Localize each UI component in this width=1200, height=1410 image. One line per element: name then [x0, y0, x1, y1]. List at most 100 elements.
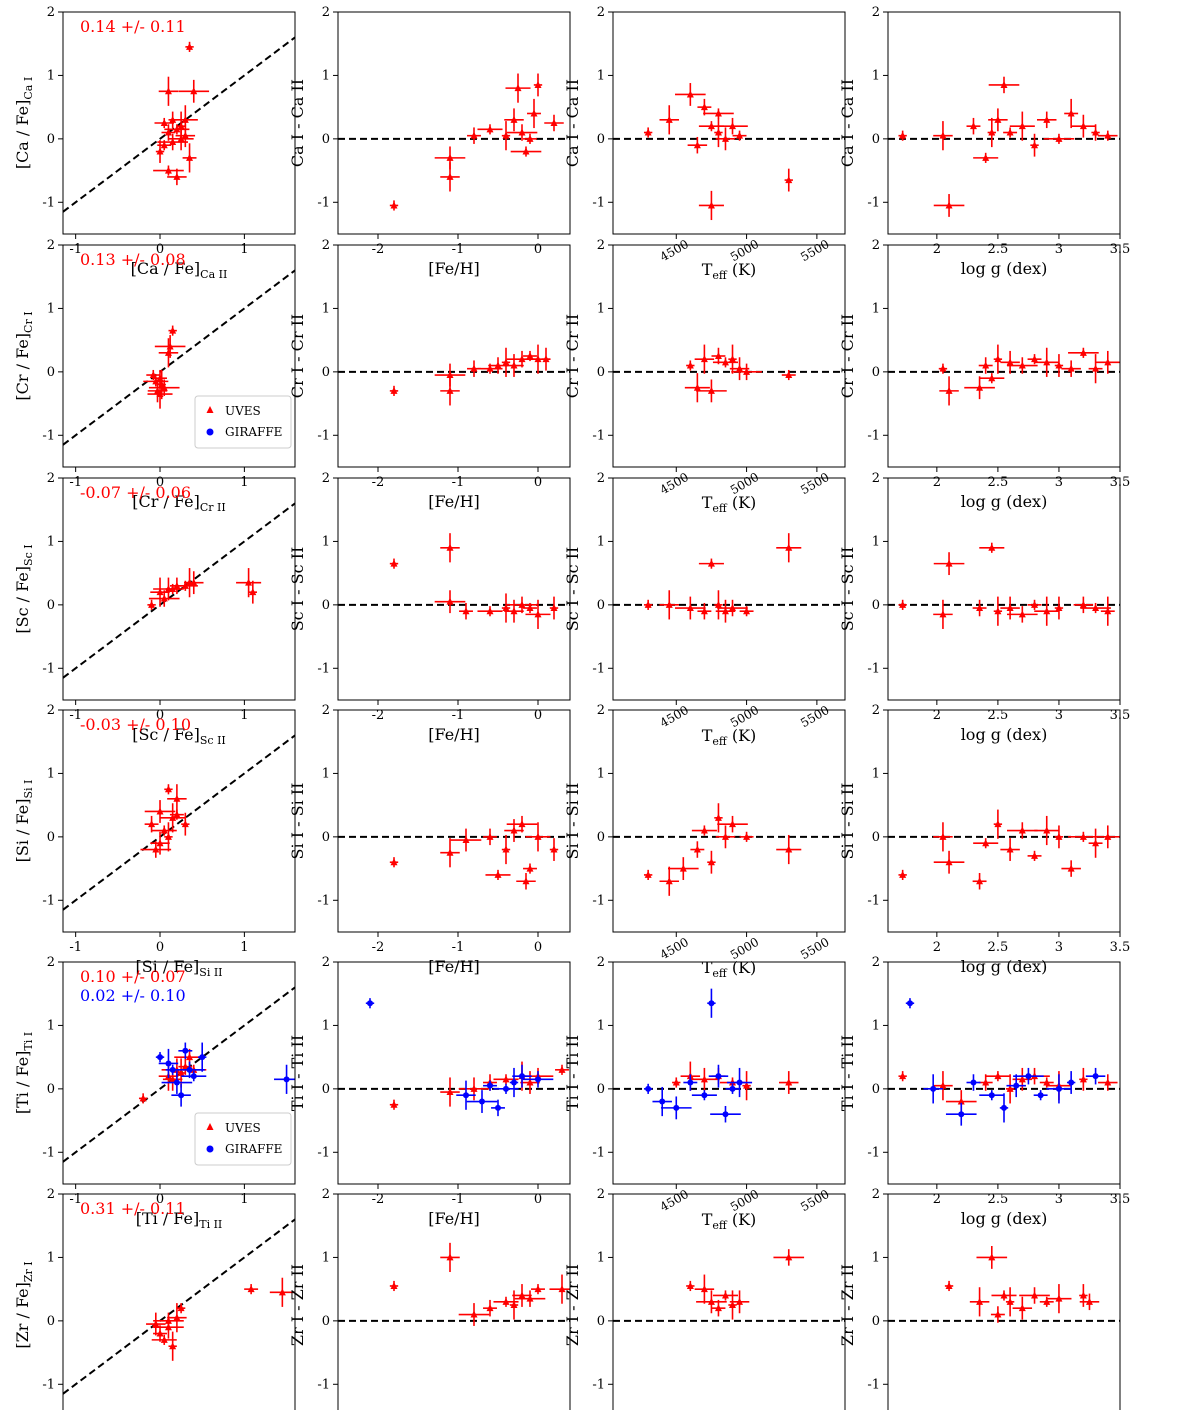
y-tick-label: 1 — [872, 1018, 880, 1033]
y-tick-label: 1 — [47, 301, 55, 316]
data-point — [982, 153, 990, 161]
data-point — [957, 1097, 965, 1105]
legend-giraffe-marker — [206, 428, 214, 436]
y-tick-label: 1 — [597, 534, 605, 549]
data-point — [510, 1301, 518, 1308]
data-point — [190, 1073, 197, 1080]
data-point — [139, 1094, 147, 1102]
data-point — [1104, 131, 1112, 139]
plot-area — [63, 1218, 295, 1395]
y-tick-label: 1 — [47, 766, 55, 781]
data-point — [976, 383, 984, 391]
x-axis-label-text: [Ti / Fe] — [136, 1209, 200, 1228]
data-point — [994, 820, 1002, 828]
y-axis-label: Ca I - Ca II — [563, 79, 582, 167]
offset-annotation: 0.02 +/- 0.10 — [80, 986, 186, 1005]
y-tick-label: 0 — [597, 598, 605, 613]
data-point — [721, 134, 729, 142]
y-tick-label: 1 — [872, 68, 880, 83]
data-point — [558, 1285, 566, 1293]
data-point — [729, 820, 737, 828]
data-point — [982, 1078, 990, 1086]
y-tick-label: 2 — [322, 955, 330, 970]
data-point — [245, 578, 253, 586]
data-point — [173, 810, 181, 818]
one-to-one-line — [63, 269, 295, 446]
data-point — [514, 84, 522, 92]
data-point — [1079, 600, 1087, 608]
y-tick-label: 0 — [597, 830, 605, 845]
data-point — [1043, 358, 1051, 366]
data-point — [160, 119, 168, 126]
data-point — [518, 820, 526, 828]
x-tick-label: 0 — [534, 940, 542, 955]
axes-frame — [887, 1193, 1121, 1410]
data-point — [510, 115, 518, 123]
data-point — [707, 858, 715, 866]
data-point — [534, 610, 542, 618]
teff-unit: (K) — [727, 493, 757, 512]
data-point — [714, 813, 722, 821]
x-axis-label: Teff (K) — [702, 493, 757, 515]
data-point — [182, 1047, 189, 1054]
data-point — [446, 848, 454, 856]
y-axis-label: [Ti / Fe]Ti I — [13, 1032, 35, 1114]
x-axis-label: [Ti / Fe]Ti II — [136, 1209, 223, 1231]
y-axis-label: Si I - Si II — [563, 783, 582, 860]
y-tick-label: -1 — [317, 661, 330, 676]
data-point — [479, 1098, 485, 1105]
data-point — [693, 845, 701, 853]
y-axis-label-text: [Zr / Fe] — [13, 1282, 32, 1349]
data-point — [1055, 1085, 1062, 1092]
y-axis-label: Zr I - Zr II — [288, 1264, 307, 1346]
data-point — [390, 386, 398, 394]
teff-symbol: T — [702, 493, 713, 512]
teff-symbol: T — [702, 260, 713, 279]
data-point — [1031, 355, 1039, 363]
plot-area — [613, 988, 845, 1123]
data-point — [181, 1062, 189, 1070]
data-point — [945, 386, 953, 394]
y-tick-label: 1 — [597, 68, 605, 83]
legend-uves-marker — [206, 1123, 214, 1130]
data-point — [152, 1320, 160, 1328]
data-point — [1018, 361, 1026, 369]
y-tick-label: -1 — [867, 1377, 880, 1392]
x-axis-label-subscript: Cr II — [200, 501, 226, 514]
data-point — [534, 80, 542, 88]
y-tick-label: 0 — [322, 598, 330, 613]
axes-frame — [337, 11, 571, 235]
data-point — [1043, 826, 1051, 834]
x-axis-label: [Sc / Fe]Sc II — [132, 725, 226, 747]
x-tick-label: -1 — [452, 1192, 465, 1207]
data-point — [550, 845, 558, 853]
data-point — [1031, 1291, 1039, 1299]
data-point — [1043, 607, 1051, 615]
axes-frame — [612, 961, 846, 1185]
data-point — [976, 877, 984, 885]
offset-annotation: 0.14 +/- 0.11 — [80, 17, 186, 36]
offset-annotation: 0.13 +/- 0.08 — [80, 250, 186, 269]
data-point — [511, 1079, 517, 1086]
data-point — [785, 1253, 793, 1261]
data-point — [169, 326, 177, 334]
y-tick-label: 0 — [872, 1314, 880, 1329]
data-point — [186, 1066, 193, 1073]
plot-area — [63, 269, 295, 446]
data-point — [785, 1078, 793, 1086]
data-point — [1018, 1075, 1026, 1083]
data-point — [899, 131, 907, 139]
data-point — [645, 1085, 652, 1092]
data-point — [156, 390, 164, 398]
data-point — [186, 42, 194, 50]
y-axis-label: Sc I - Sc II — [288, 547, 307, 632]
data-point — [558, 1065, 566, 1073]
y-axis-label-text: Ca I - Ca II — [288, 79, 307, 167]
data-point — [446, 1253, 454, 1261]
y-tick-label: 2 — [872, 703, 880, 718]
data-point — [785, 371, 793, 379]
data-point — [1037, 1092, 1044, 1099]
data-point — [526, 1078, 534, 1086]
x-axis-label-text: log g (dex) — [961, 725, 1048, 744]
